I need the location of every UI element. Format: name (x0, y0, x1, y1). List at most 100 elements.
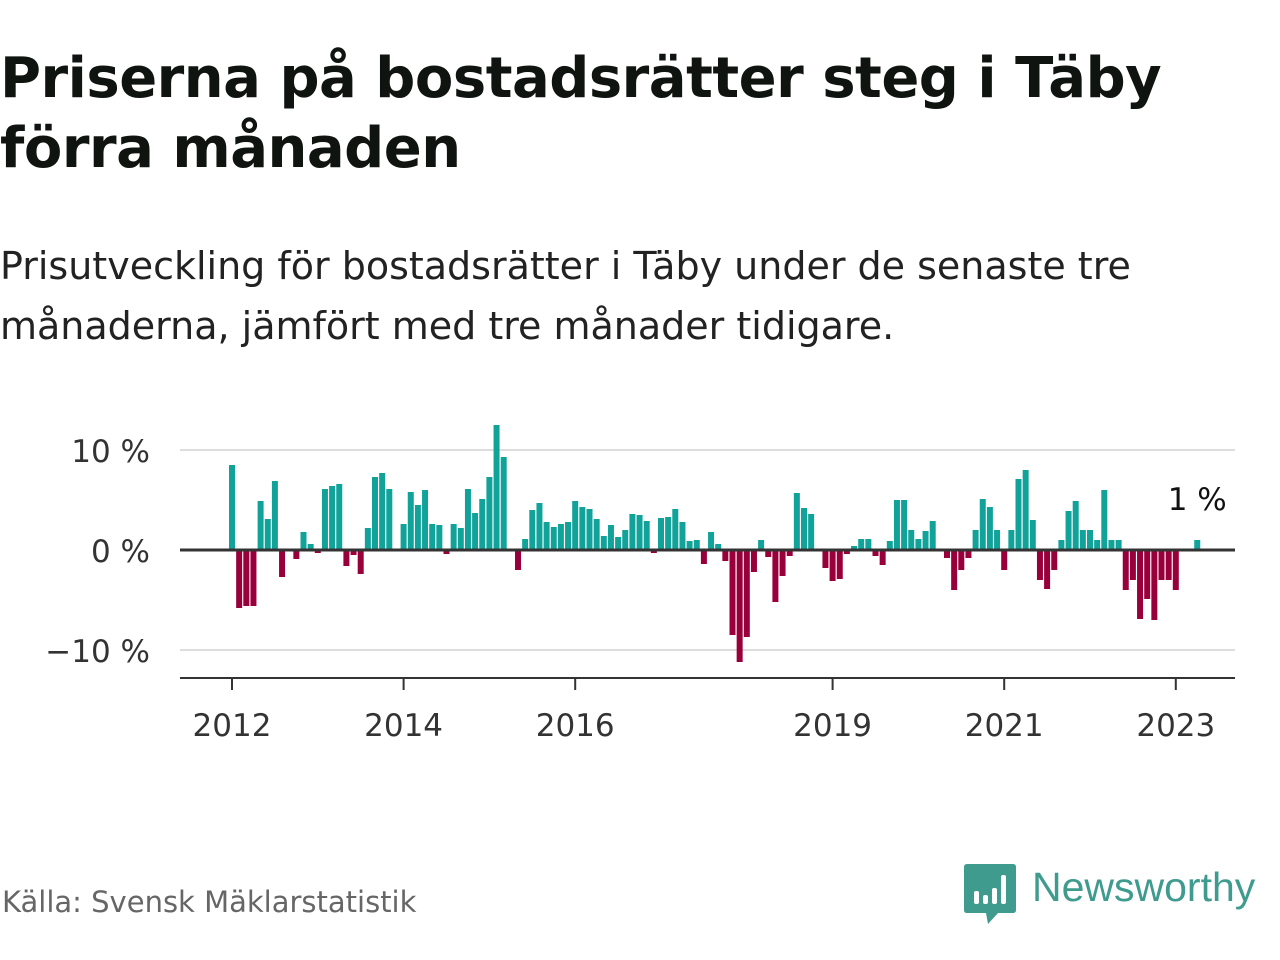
bar (758, 540, 765, 550)
bar (1158, 550, 1165, 580)
bar (1036, 550, 1043, 580)
bar (586, 509, 593, 550)
bar (708, 532, 715, 550)
bar (693, 540, 700, 550)
bar (1129, 550, 1136, 580)
bar (450, 524, 457, 550)
bar (400, 524, 407, 550)
bar (822, 550, 829, 568)
bar (901, 500, 908, 550)
bar (972, 530, 979, 550)
bar (372, 477, 378, 550)
bars (229, 425, 1201, 662)
bar (600, 536, 607, 550)
bar (893, 500, 900, 550)
bar-chart: 10 % 0 % −10 % 2012 2014 2016 2019 2021 2023 1 … (45, 425, 1235, 744)
bar (743, 550, 750, 637)
bar (422, 490, 429, 550)
bar (1015, 479, 1022, 550)
bar (629, 514, 636, 550)
bar (436, 525, 443, 550)
bar (615, 537, 622, 550)
bar (1144, 550, 1151, 599)
y-axis-labels: 10 % 0 % −10 % (45, 434, 150, 670)
bar (457, 528, 464, 550)
bar (250, 550, 257, 606)
bar (243, 550, 250, 606)
bar (329, 486, 336, 550)
chart-title: Priserna på bostadsrätter steg i Täby fö… (0, 46, 1162, 181)
bar (1008, 530, 1015, 550)
bar (486, 477, 493, 550)
source-note: Källa: Svensk Mäklarstatistik (2, 885, 417, 919)
bar (550, 527, 557, 550)
bar (443, 550, 450, 554)
bar (915, 539, 922, 550)
bar (801, 508, 807, 550)
bar (321, 489, 328, 550)
x-tick-label: 2016 (536, 708, 615, 744)
bar (658, 518, 664, 550)
bar (515, 550, 521, 570)
bar (829, 550, 836, 581)
bar (543, 522, 550, 550)
bar (364, 528, 371, 550)
bar (929, 521, 936, 550)
y-tick-label: 10 % (71, 434, 150, 470)
x-axis-ticks: 2012 2014 2016 2019 2021 2023 (193, 678, 1215, 744)
bar (1115, 540, 1122, 550)
x-tick-label: 2012 (193, 708, 272, 744)
last-value-label: 1 % (1168, 482, 1227, 518)
bar (343, 550, 350, 566)
bar (1137, 550, 1144, 619)
bar (1044, 550, 1051, 589)
grid-lines (180, 449, 1235, 651)
bar (772, 550, 779, 602)
bar (965, 550, 972, 558)
bar (1079, 530, 1086, 550)
x-tick-label: 2023 (1136, 708, 1215, 744)
bar (464, 489, 471, 550)
bar (1122, 550, 1129, 590)
bar (336, 484, 343, 550)
bar (700, 550, 707, 564)
bar (715, 544, 722, 550)
bar (808, 514, 815, 550)
bar (722, 550, 729, 561)
bar (307, 544, 314, 550)
bar (951, 550, 958, 590)
bar (271, 481, 278, 550)
bar (979, 499, 986, 550)
newsworthy-logo-icon (964, 864, 1016, 924)
bar (786, 550, 793, 556)
bar (257, 501, 264, 550)
bar (836, 550, 843, 579)
bar (1151, 550, 1158, 620)
bar (386, 489, 393, 550)
bar (858, 539, 865, 550)
bar (886, 541, 893, 550)
bar (557, 524, 564, 550)
bar (1108, 540, 1115, 550)
x-tick-label: 2021 (965, 708, 1044, 744)
bar (1072, 501, 1079, 550)
bar (529, 510, 536, 550)
bar (843, 550, 850, 554)
bar (522, 539, 529, 550)
x-tick-label: 2014 (364, 708, 443, 744)
bar (750, 550, 757, 572)
bar (643, 521, 650, 550)
bar (429, 524, 436, 550)
bar (279, 550, 286, 577)
bar (414, 505, 421, 550)
bar (264, 519, 271, 550)
bar (1029, 520, 1036, 550)
bar (765, 550, 772, 557)
bar (1165, 550, 1172, 580)
bar (293, 550, 300, 559)
brand-name: Newsworthy (1032, 864, 1256, 910)
bar (679, 522, 686, 550)
bar (908, 530, 915, 550)
bar (736, 550, 743, 662)
bar (1094, 540, 1101, 550)
